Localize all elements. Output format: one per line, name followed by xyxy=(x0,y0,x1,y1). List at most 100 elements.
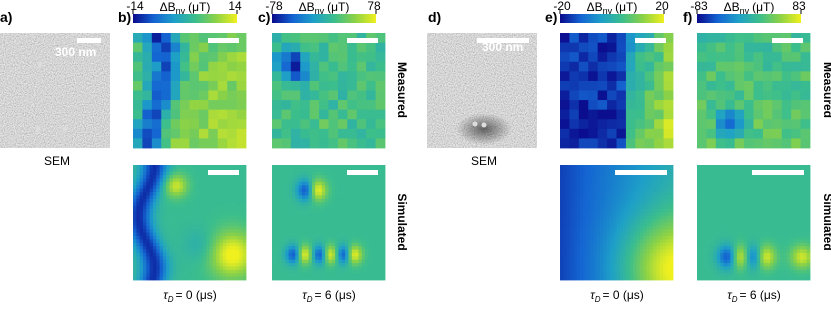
map-pixel xyxy=(365,236,369,240)
map-pixel xyxy=(156,226,160,230)
map-pixel xyxy=(345,192,349,196)
map-pixel xyxy=(663,179,667,183)
map-pixel xyxy=(299,199,303,203)
map-pixel xyxy=(160,219,164,223)
map-pixel xyxy=(560,52,570,62)
map-pixel xyxy=(570,185,574,189)
map-pixel xyxy=(219,179,223,183)
map-pixel xyxy=(163,263,167,267)
map-pixel xyxy=(312,263,316,267)
map-pixel xyxy=(156,172,160,176)
map-pixel xyxy=(146,179,150,183)
map-pixel xyxy=(560,172,564,176)
map-pixel xyxy=(757,212,761,216)
map-pixel xyxy=(312,233,316,237)
map-pixel xyxy=(613,270,617,274)
map-pixel xyxy=(654,100,664,110)
map-pixel xyxy=(793,182,797,186)
map-pixel xyxy=(646,229,650,233)
map-pixel xyxy=(190,273,194,277)
map-pixel xyxy=(243,185,247,189)
map-pixel xyxy=(597,226,601,230)
map-pixel xyxy=(213,209,217,213)
map-pixel xyxy=(176,253,180,257)
map-pixel xyxy=(717,229,721,233)
map-pixel xyxy=(577,253,581,257)
map-pixel xyxy=(620,219,624,223)
map-pixel xyxy=(295,189,299,193)
map-pixel xyxy=(355,256,359,260)
map-pixel xyxy=(152,119,162,129)
map-pixel xyxy=(583,175,587,179)
map-pixel xyxy=(329,185,333,189)
scale-label: 300 nm xyxy=(482,40,523,54)
map-pixel xyxy=(780,239,784,243)
map-pixel xyxy=(305,182,309,186)
map-pixel xyxy=(600,192,604,196)
map-pixel xyxy=(352,239,356,243)
map-pixel xyxy=(193,216,197,220)
map-pixel xyxy=(717,179,721,183)
map-pixel xyxy=(587,168,591,172)
map-pixel xyxy=(588,138,598,148)
map-pixel xyxy=(754,226,758,230)
map-pixel xyxy=(697,216,701,220)
map-pixel xyxy=(782,119,792,129)
map-pixel xyxy=(724,202,728,206)
map-pixel xyxy=(236,182,240,186)
map-pixel xyxy=(310,138,320,148)
map-pixel xyxy=(332,172,336,176)
map-pixel xyxy=(378,182,382,186)
map-pixel xyxy=(697,179,701,183)
map-pixel xyxy=(787,246,791,250)
map-pixel xyxy=(309,202,313,206)
map-pixel xyxy=(209,239,213,243)
map-pixel xyxy=(593,165,597,169)
map-pixel xyxy=(206,263,210,267)
map-pixel xyxy=(229,250,233,254)
map-pixel xyxy=(186,277,190,281)
map-pixel xyxy=(299,260,303,264)
map-pixel xyxy=(133,202,137,206)
map-pixel xyxy=(291,81,301,91)
map-pixel xyxy=(587,189,591,193)
map-pixel xyxy=(793,192,797,196)
map-pixel xyxy=(777,219,781,223)
map-pixel xyxy=(760,199,764,203)
map-pixel xyxy=(593,277,597,281)
map-pixel xyxy=(783,199,787,203)
map-pixel xyxy=(335,229,339,233)
map-pixel xyxy=(597,209,601,213)
map-pixel xyxy=(597,185,601,189)
map-pixel xyxy=(593,273,597,277)
map-pixel xyxy=(279,195,283,199)
map-pixel xyxy=(289,189,293,193)
map-pixel xyxy=(310,43,320,53)
map-pixel xyxy=(176,216,180,220)
map-pixel xyxy=(236,233,240,237)
map-pixel xyxy=(610,239,614,243)
map-pixel xyxy=(229,209,233,213)
map-pixel xyxy=(767,182,771,186)
map-pixel xyxy=(754,165,758,169)
map-pixel xyxy=(206,189,210,193)
map-pixel xyxy=(707,223,711,227)
map-pixel xyxy=(186,266,190,270)
map-pixel xyxy=(587,185,591,189)
map-pixel xyxy=(186,216,190,220)
map-pixel xyxy=(747,216,751,220)
map-pixel xyxy=(754,100,764,110)
map-pixel xyxy=(143,216,147,220)
map-pixel xyxy=(285,263,289,267)
map-pixel xyxy=(190,71,200,81)
map-pixel xyxy=(560,223,564,227)
map-pixel xyxy=(744,192,748,196)
map-pixel xyxy=(643,233,647,237)
map-pixel xyxy=(272,202,276,206)
map-pixel xyxy=(645,62,655,72)
map-pixel xyxy=(620,192,624,196)
map-pixel xyxy=(664,129,674,139)
map-pixel xyxy=(607,165,611,169)
map-pixel xyxy=(203,229,207,233)
map-pixel xyxy=(358,229,362,233)
